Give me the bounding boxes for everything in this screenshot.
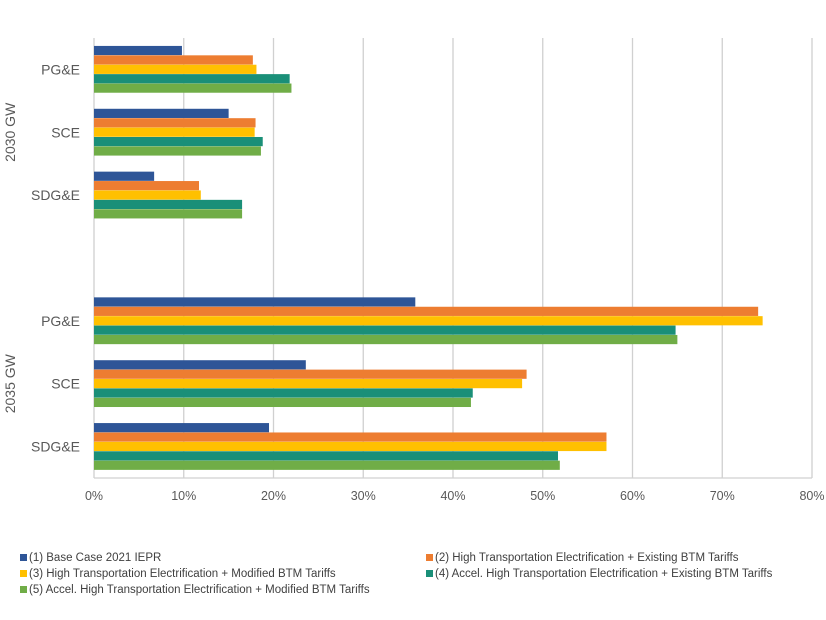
bar [94, 441, 607, 452]
legend-item-4: (4) Accel. High Transportation Electrifi… [426, 568, 772, 580]
bar [94, 388, 473, 398]
group-label: 2035 GW [2, 353, 18, 413]
category-label: PG&E [41, 61, 80, 77]
bar [94, 55, 253, 65]
bar [94, 181, 200, 191]
bar [94, 451, 559, 461]
legend-item-3: (3) High Transportation Electrification … [20, 568, 336, 580]
legend-item-1: (1) Base Case 2021 IEPR [20, 552, 161, 564]
x-tick-label: 30% [351, 489, 376, 503]
x-tick-label: 40% [440, 489, 465, 503]
bar [94, 432, 607, 442]
category-label: SDG&E [31, 187, 80, 203]
legend-label: (2) High Transportation Electrification … [435, 552, 739, 564]
x-tick-label: 10% [171, 489, 196, 503]
legend-swatch [20, 569, 27, 577]
group-labels: 2030 GW 2035 GW [2, 102, 18, 413]
category-label: SCE [51, 376, 80, 392]
group-label: 2030 GW [2, 102, 18, 162]
legend-swatch [426, 569, 433, 577]
category-label: SCE [51, 124, 80, 140]
legend-swatch [20, 553, 27, 561]
legend-label: (1) Base Case 2021 IEPR [29, 552, 162, 564]
category-labels: PG&E SCE SDG&E PG&E SCE SDG&E [31, 61, 80, 454]
legend-label: (3) High Transportation Electrification … [29, 568, 336, 580]
bar [94, 127, 255, 137]
legend-swatch [426, 553, 433, 561]
bar [94, 118, 256, 128]
x-tick-label: 60% [620, 489, 645, 503]
category-label: PG&E [41, 313, 80, 329]
bar [94, 64, 257, 74]
bars [94, 45, 763, 470]
bar [94, 316, 763, 326]
bar [94, 379, 523, 389]
bar [94, 83, 292, 93]
bar [94, 209, 243, 219]
x-tick-label: 50% [530, 489, 555, 503]
legend-label: (4) Accel. High Transportation Electrifi… [435, 568, 773, 580]
bar [94, 360, 306, 370]
bar [94, 146, 261, 156]
x-tick-label: 80% [799, 489, 824, 503]
x-axis-tick-labels: 0% 10% 20% 30% 40% 50% 60% 70% 80% [85, 489, 825, 503]
legend-label: (5) Accel. High Transportation Electrifi… [29, 584, 370, 596]
legend-item-5: (5) Accel. High Transportation Electrifi… [20, 584, 370, 596]
bar [94, 334, 678, 345]
bar [94, 108, 229, 118]
bar [94, 171, 155, 181]
gridlines [93, 38, 813, 479]
bar [94, 325, 676, 335]
bar [94, 423, 270, 433]
bar [94, 199, 243, 210]
bar [94, 369, 527, 379]
bar [94, 397, 471, 408]
x-tick-label: 0% [85, 489, 103, 503]
legend-swatch [20, 585, 27, 593]
bar [94, 190, 201, 200]
legend-item-2: (2) High Transportation Electrification … [426, 552, 739, 564]
x-tick-label: 70% [710, 489, 735, 503]
bar [94, 136, 263, 147]
x-tick-label: 20% [261, 489, 286, 503]
bar [94, 306, 759, 316]
bar [94, 460, 560, 470]
bar [94, 297, 416, 307]
category-label: SDG&E [31, 439, 80, 455]
bar [94, 74, 290, 84]
bar [94, 45, 182, 56]
